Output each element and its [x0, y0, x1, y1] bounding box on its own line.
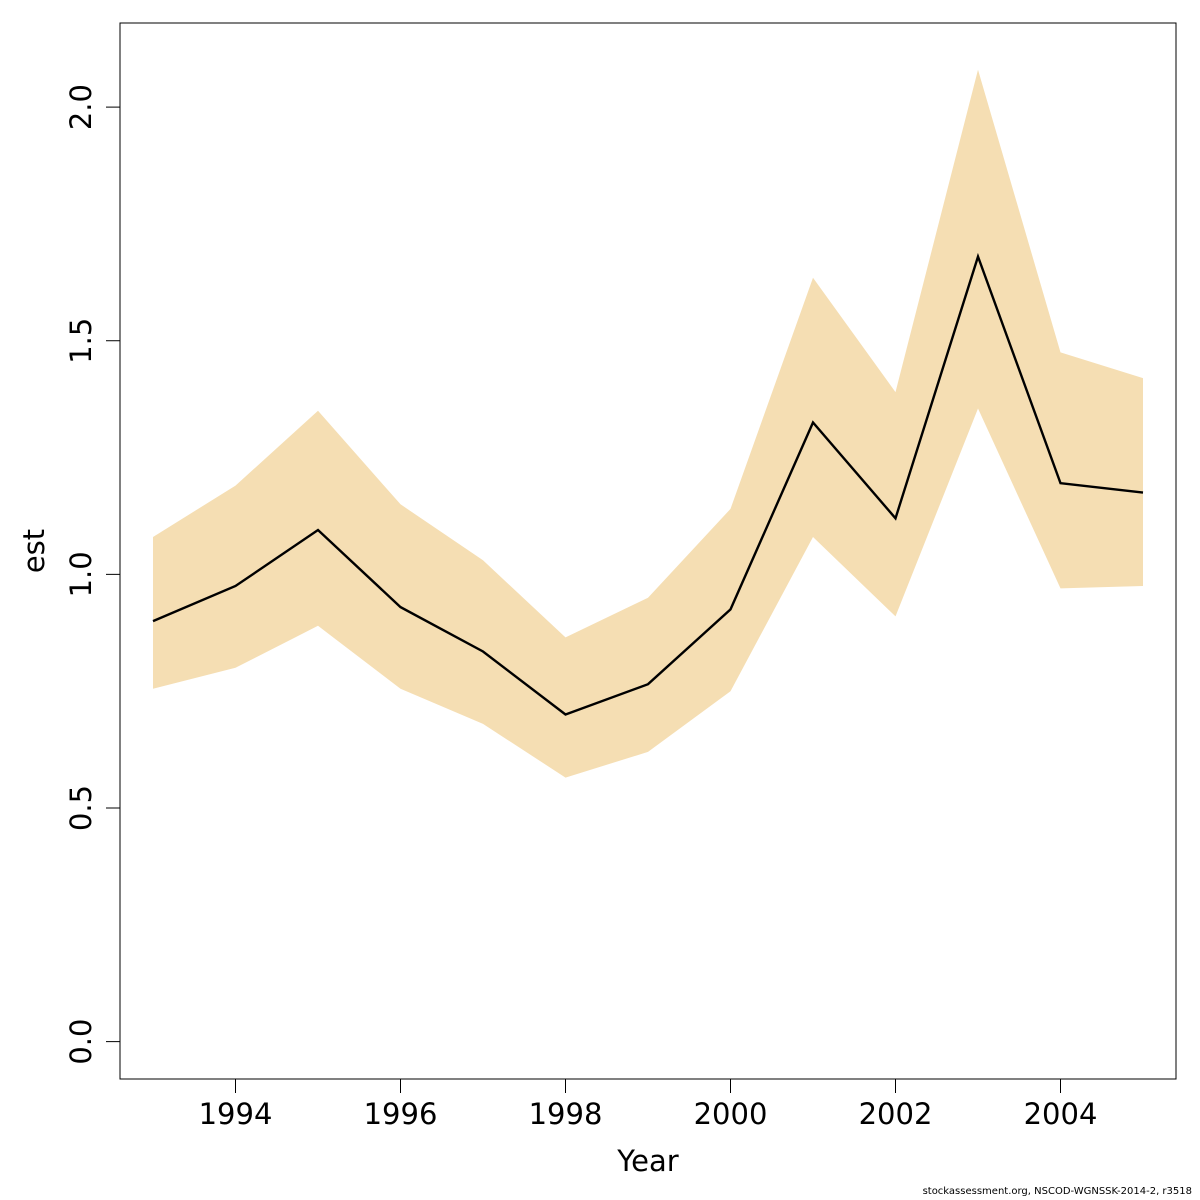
x-tick-label: 2000: [694, 1097, 768, 1131]
y-axis-title: est: [17, 529, 51, 573]
estimate-line-layer: [152, 252, 1144, 716]
confidence-band: [153, 69, 1143, 778]
estimate-line: [152, 252, 1144, 716]
x-axis-title: Year: [616, 1144, 678, 1178]
x-tick-label: 2002: [859, 1097, 933, 1131]
footer-source-text: stockassessment.org, NSCOD-WGNSSK-2014-2…: [922, 1186, 1192, 1197]
y-tick-label: 0.5: [64, 785, 98, 831]
y-tick-label: 2.0: [64, 84, 98, 130]
x-tick-label: 1994: [199, 1097, 273, 1131]
y-tick-label: 1.5: [64, 318, 98, 364]
x-tick-label: 2004: [1024, 1097, 1098, 1131]
y-tick-label: 0.0: [64, 1019, 98, 1065]
confidence-band-layer: [153, 69, 1143, 778]
x-tick-label: 1998: [529, 1097, 603, 1131]
y-tick-label: 1.0: [64, 551, 98, 597]
x-tick-label: 1996: [364, 1097, 438, 1131]
y-axis: 0.0 0.5 1.0 1.5 2.0: [64, 84, 121, 1065]
x-axis: 1994 1996 1998 2000 2002 2004: [199, 1078, 1098, 1131]
